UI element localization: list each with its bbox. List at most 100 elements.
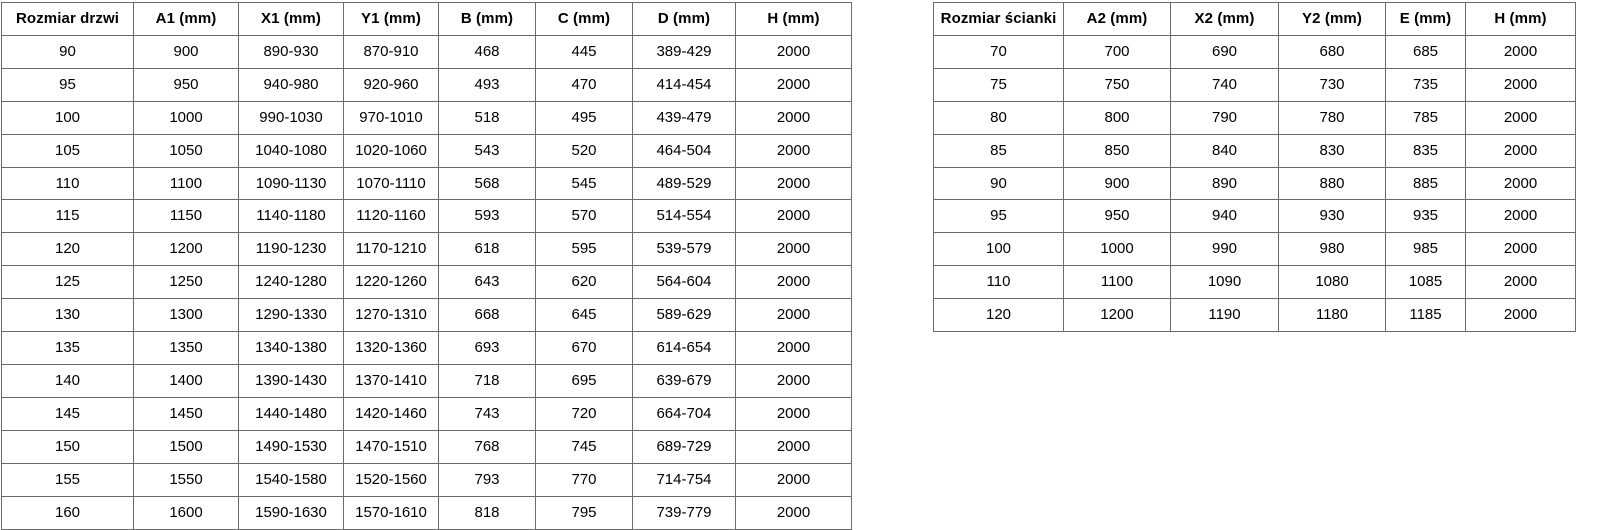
cell-r2-c2: 790 (1170, 100, 1279, 135)
column-header-4: B (mm) (438, 2, 536, 36)
cell-r0-c4: 468 (438, 34, 536, 69)
cell-r14-c7: 2000 (735, 495, 852, 530)
cell-r6-c7: 2000 (735, 232, 852, 267)
cell-r8-c2: 1290-1330 (238, 298, 344, 333)
cell-r4-c5: 545 (535, 166, 633, 201)
cell-r1-c0: 75 (933, 67, 1064, 102)
cell-r12-c3: 1470-1510 (343, 429, 439, 464)
cell-r4-c2: 890 (1170, 166, 1279, 201)
cell-r4-c4: 885 (1385, 166, 1466, 201)
door-table-header: Rozmiar drzwi A1 (mm) X1 (mm) Y1 (mm) B (mm)… (1, 2, 852, 36)
column-header-0: Rozmiar ścianki (933, 2, 1064, 36)
table-row: 90 900 890-930 870-910 468 445 389-429 2000 (1, 34, 852, 69)
cell-r11-c6: 664-704 (632, 396, 736, 431)
cell-r3-c3: 830 (1278, 133, 1386, 168)
cell-r8-c0: 120 (933, 298, 1064, 333)
table-row: 95 950 940-980 920-960 493 470 414-454 2000 (1, 67, 852, 102)
cell-r0-c2: 690 (1170, 34, 1279, 69)
cell-r8-c2: 1190 (1170, 298, 1279, 333)
cell-r7-c7: 2000 (735, 265, 852, 300)
cell-r10-c5: 695 (535, 363, 633, 398)
table-row: 145 1450 1440-1480 1420-1460 743 720 664-704 20… (1, 396, 852, 431)
cell-r7-c2: 1090 (1170, 265, 1279, 300)
cell-r4-c6: 489-529 (632, 166, 736, 201)
cell-r13-c2: 1540-1580 (238, 462, 344, 497)
cell-r4-c1: 900 (1063, 166, 1171, 201)
cell-r1-c2: 940-980 (238, 67, 344, 102)
table-row: 120 1200 1190-1230 1170-1210 618 595 539-579 20… (1, 232, 852, 267)
cell-r0-c0: 70 (933, 34, 1064, 69)
cell-r3-c2: 840 (1170, 133, 1279, 168)
wall-panel-dimensions-table: Rozmiar ścianki A2 (mm) X2 (mm) Y2 (mm) E (m… (933, 2, 1576, 333)
table-row: 155 1550 1540-1580 1520-1560 793 770 714-754 20… (1, 462, 852, 497)
cell-r14-c2: 1590-1630 (238, 495, 344, 530)
cell-r12-c5: 745 (535, 429, 633, 464)
cell-r8-c3: 1270-1310 (343, 298, 439, 333)
cell-r9-c0: 135 (1, 331, 134, 365)
cell-r13-c7: 2000 (735, 462, 852, 497)
cell-r0-c0: 90 (1, 34, 134, 69)
cell-r5-c6: 514-554 (632, 199, 736, 234)
column-header-3: Y1 (mm) (343, 2, 439, 36)
cell-r14-c1: 1600 (133, 495, 239, 530)
cell-r11-c2: 1440-1480 (238, 396, 344, 431)
table-row: 120 1200 1190 1180 1185 2000 (933, 298, 1576, 333)
cell-r1-c0: 95 (1, 67, 134, 102)
cell-r3-c1: 1050 (133, 133, 239, 168)
cell-r3-c1: 850 (1063, 133, 1171, 168)
cell-r11-c3: 1420-1460 (343, 396, 439, 431)
cell-r10-c4: 718 (438, 363, 536, 398)
cell-r7-c0: 110 (933, 265, 1064, 300)
cell-r0-c5: 445 (535, 34, 633, 69)
cell-r5-c2: 1140-1180 (238, 199, 344, 234)
cell-r4-c4: 568 (438, 166, 536, 201)
cell-r8-c0: 130 (1, 298, 134, 333)
cell-r1-c7: 2000 (735, 67, 852, 102)
column-header-4: E (mm) (1385, 2, 1466, 36)
cell-r2-c0: 80 (933, 100, 1064, 135)
cell-r4-c3: 1070-1110 (343, 166, 439, 201)
table-row: 160 1600 1590-1630 1570-1610 818 795 739-779 20… (1, 495, 852, 530)
door-dimensions-table: Rozmiar drzwi A1 (mm) X1 (mm) Y1 (mm) B (mm)… (1, 2, 852, 530)
table-row: 100 1000 990 980 985 2000 (933, 232, 1576, 267)
cell-r9-c5: 670 (535, 331, 633, 365)
table-row: 110 1100 1090 1080 1085 2000 (933, 265, 1576, 300)
table-row: 85 850 840 830 835 2000 (933, 133, 1576, 168)
cell-r0-c7: 2000 (735, 34, 852, 69)
cell-r7-c3: 1220-1260 (343, 265, 439, 300)
cell-r9-c4: 693 (438, 331, 536, 365)
cell-r3-c3: 1020-1060 (343, 133, 439, 168)
column-header-2: X2 (mm) (1170, 2, 1279, 36)
cell-r5-c2: 940 (1170, 199, 1279, 234)
cell-r2-c3: 970-1010 (343, 100, 439, 135)
cell-r2-c1: 1000 (133, 100, 239, 135)
cell-r14-c6: 739-779 (632, 495, 736, 530)
cell-r6-c1: 1000 (1063, 232, 1171, 267)
cell-r3-c0: 105 (1, 133, 134, 168)
cell-r6-c0: 100 (933, 232, 1064, 267)
cell-r0-c4: 685 (1385, 34, 1466, 69)
cell-r0-c2: 890-930 (238, 34, 344, 69)
wall-table-body: 70 700 690 680 685 2000 75 750 740 730 735 2000 80 80… (933, 34, 1576, 333)
wall-table-header: Rozmiar ścianki A2 (mm) X2 (mm) Y2 (mm) E (m… (933, 2, 1576, 36)
door-table-body: 90 900 890-930 870-910 468 445 389-429 2000 95 95… (1, 34, 852, 530)
cell-r14-c4: 818 (438, 495, 536, 530)
cell-r7-c4: 643 (438, 265, 536, 300)
cell-r2-c1: 800 (1063, 100, 1171, 135)
table-row: 75 750 740 730 735 2000 (933, 67, 1576, 102)
cell-r9-c3: 1320-1360 (343, 331, 439, 365)
cell-r10-c1: 1400 (133, 363, 239, 398)
cell-r14-c3: 1570-1610 (343, 495, 439, 530)
cell-r11-c1: 1450 (133, 396, 239, 431)
cell-r10-c6: 639-679 (632, 363, 736, 398)
cell-r12-c1: 1500 (133, 429, 239, 464)
cell-r2-c4: 785 (1385, 100, 1466, 135)
cell-r3-c0: 85 (933, 133, 1064, 168)
cell-r12-c6: 689-729 (632, 429, 736, 464)
cell-r7-c1: 1100 (1063, 265, 1171, 300)
cell-r6-c3: 1170-1210 (343, 232, 439, 267)
cell-r3-c5: 520 (535, 133, 633, 168)
cell-r9-c6: 614-654 (632, 331, 736, 365)
cell-r0-c3: 680 (1278, 34, 1386, 69)
